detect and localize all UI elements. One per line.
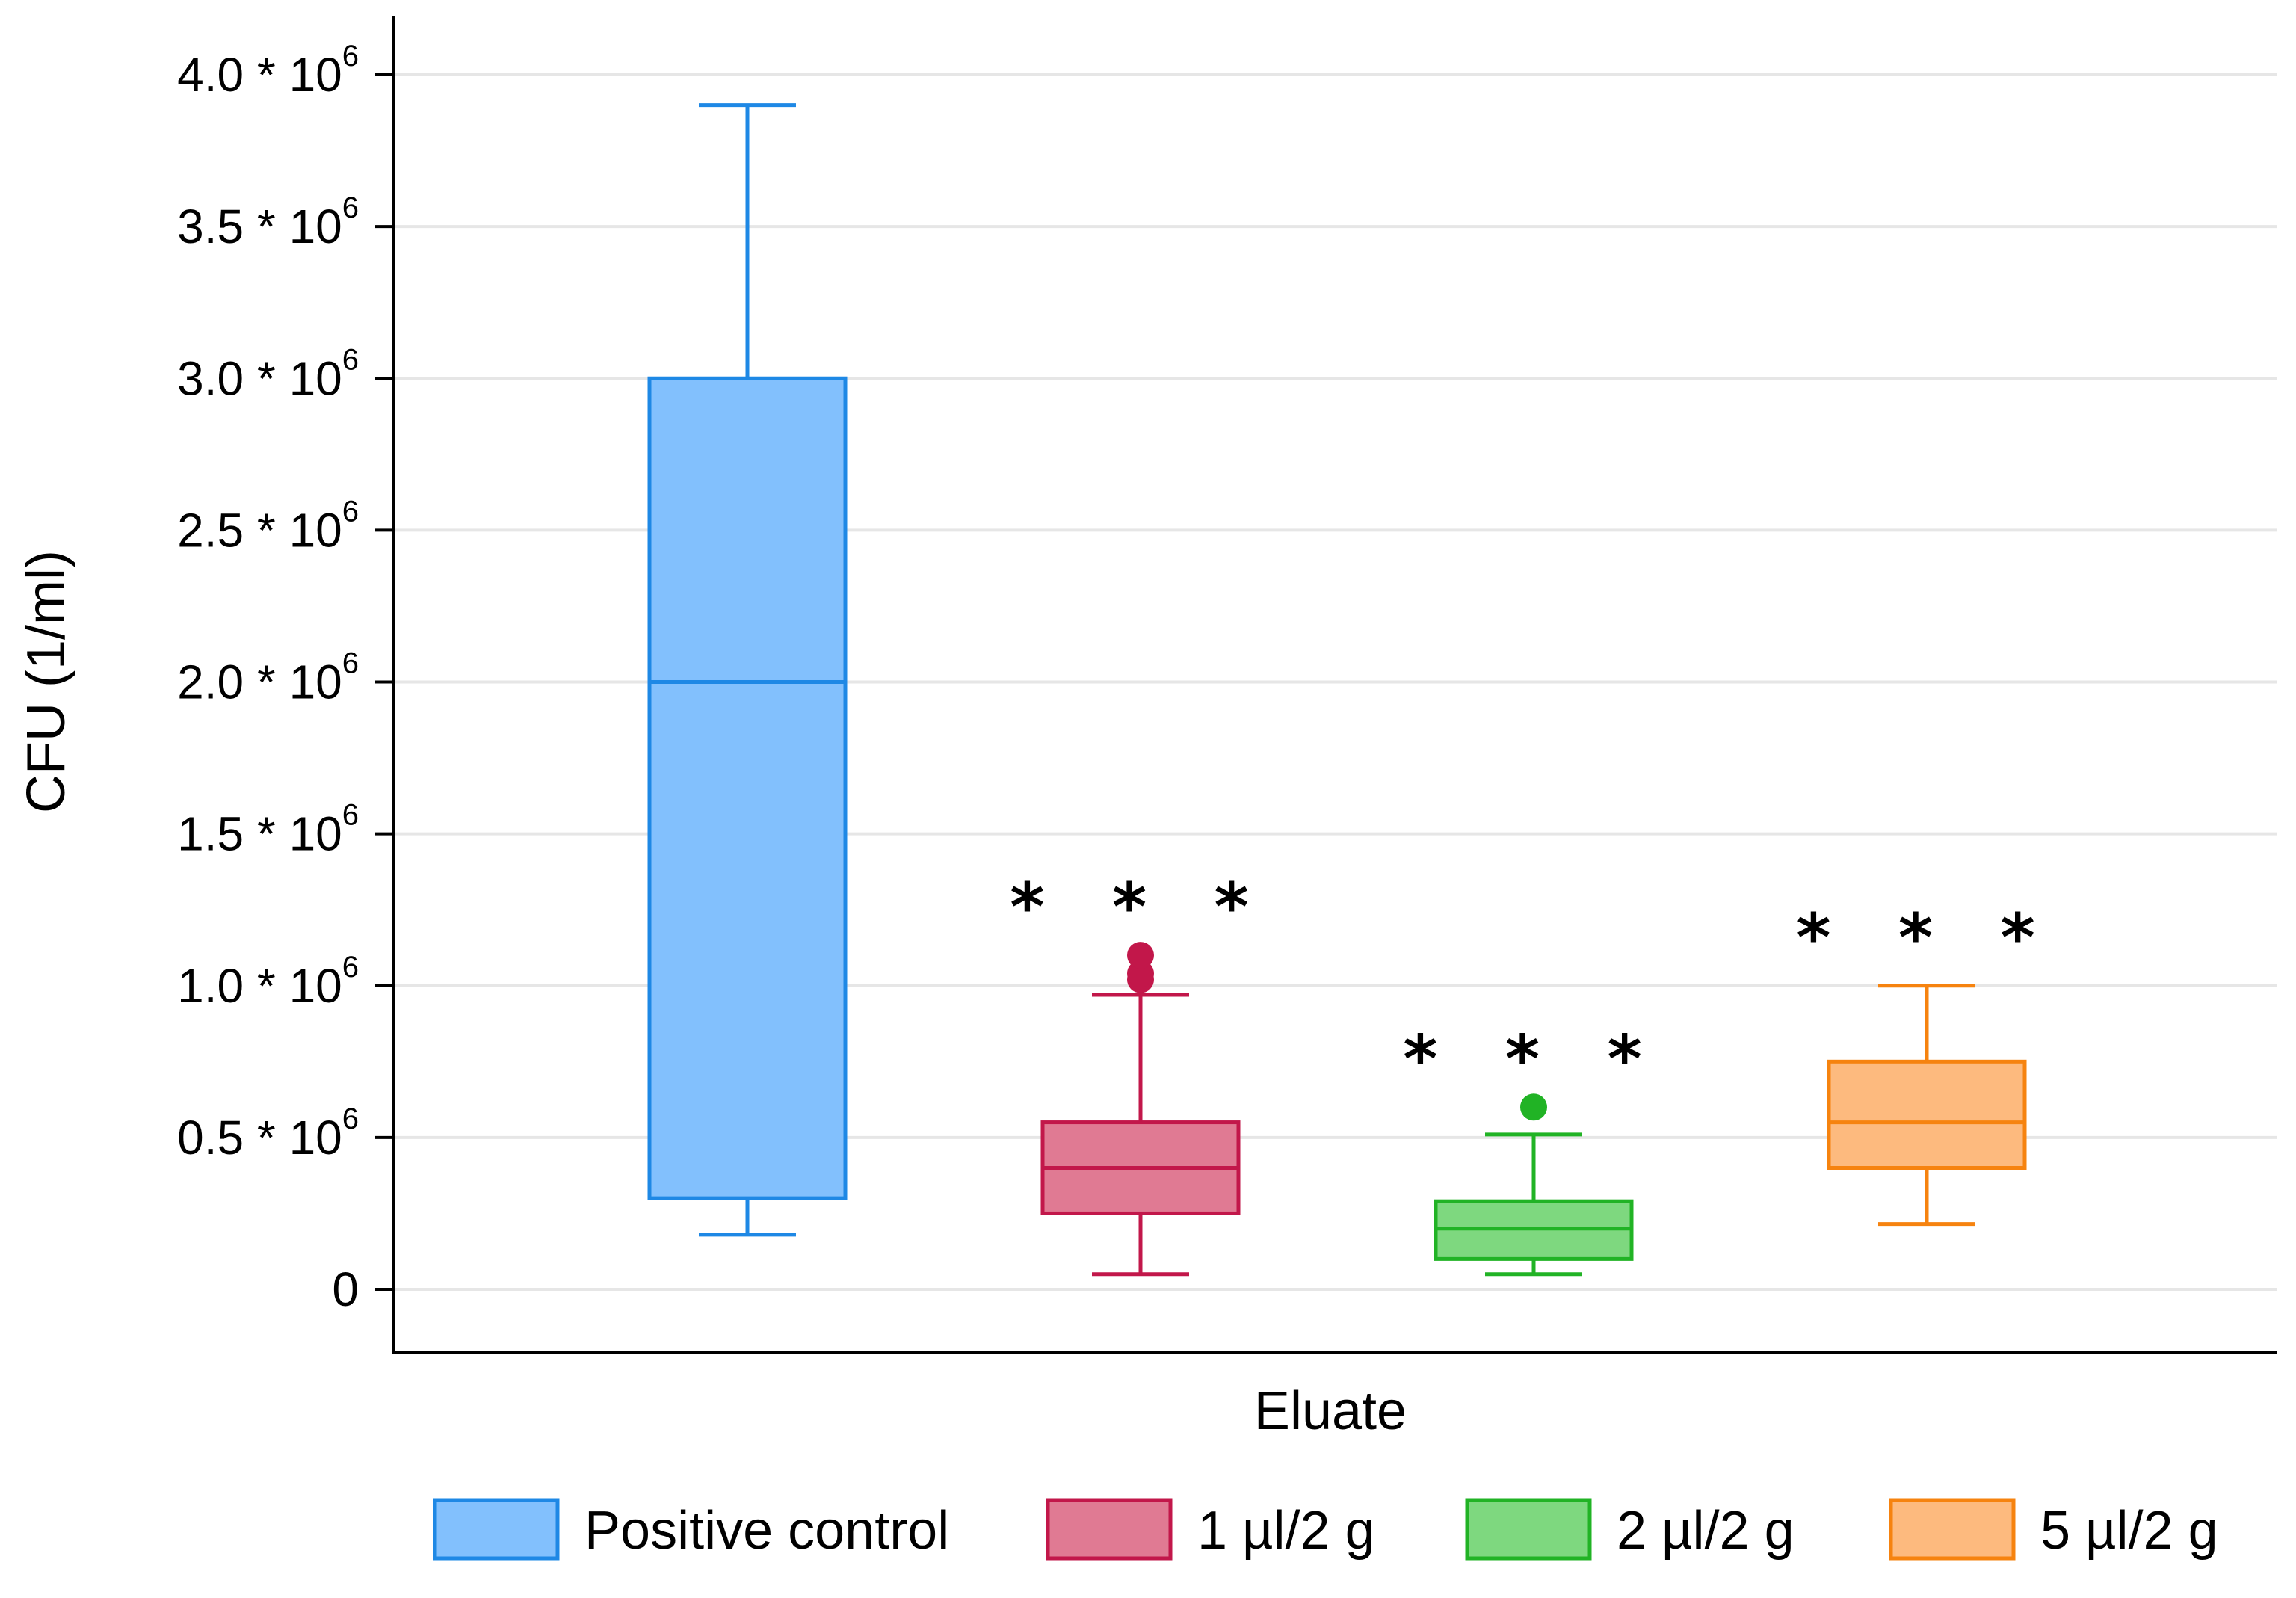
box-2: * * *	[1010, 869, 1271, 1277]
y-tick-label: 2.5 * 106	[177, 495, 359, 557]
legend-item-1: Positive control	[433, 1498, 949, 1561]
legend-item-2: 1 µl/2 g	[1046, 1498, 1375, 1561]
legend: Positive control 1 µl/2 g 2 µl/2 g 5 µl/2 g	[433, 1498, 2218, 1561]
legend-item-4: 5 µl/2 g	[1889, 1498, 2218, 1561]
legend-swatch	[433, 1498, 560, 1561]
y-tick-label: 1.0 * 106	[177, 951, 359, 1013]
boxes: * * * * * * * * *	[647, 103, 2057, 1277]
box-4: * * *	[1796, 899, 2057, 1227]
y-tick-label: 4.0 * 106	[177, 40, 359, 102]
outlier-point	[1127, 942, 1154, 969]
significance-label: * * *	[1403, 1020, 1664, 1097]
significance-label: * * *	[1796, 899, 2057, 976]
y-tick-label: 3.5 * 106	[177, 191, 359, 253]
y-tick-label: 0.5 * 106	[177, 1102, 359, 1164]
legend-label: 2 µl/2 g	[1617, 1501, 1794, 1561]
legend-swatch	[1465, 1498, 1592, 1561]
y-tick-label: 2.0 * 106	[177, 647, 359, 709]
y-axis-ticks: 0 0.5 * 106 1.0 * 106 1.5 * 106 2.0 * 106 2.5…	[177, 40, 393, 1316]
iqr-box	[1827, 1059, 2027, 1170]
x-axis-title: Eluate	[1254, 1381, 1407, 1441]
box-3: * * *	[1403, 1020, 1664, 1277]
legend-item-3: 2 µl/2 g	[1465, 1498, 1794, 1561]
y-tick-label: 1.5 * 106	[177, 799, 359, 861]
legend-swatch	[1889, 1498, 2016, 1561]
legend-label: 5 µl/2 g	[2040, 1501, 2218, 1561]
significance-label: * * *	[1010, 869, 1271, 945]
legend-label: 1 µl/2 g	[1197, 1501, 1375, 1561]
legend-label: Positive control	[584, 1501, 949, 1561]
legend-swatch	[1046, 1498, 1173, 1561]
outlier-point	[1520, 1093, 1547, 1121]
y-axis-title: CFU (1/ml)	[16, 550, 76, 813]
iqr-box	[647, 376, 848, 1200]
y-tick-label: 3.0 * 106	[177, 343, 359, 405]
box-1	[647, 103, 848, 1237]
y-tick-label: 0	[332, 1262, 359, 1316]
